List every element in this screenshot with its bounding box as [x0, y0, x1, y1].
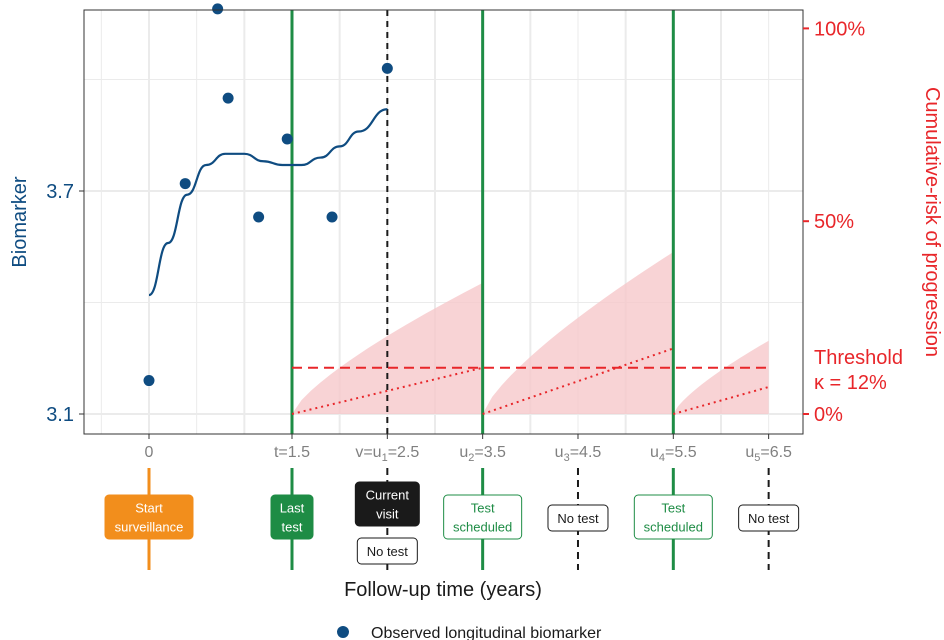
decision-box-label: scheduled	[453, 520, 512, 535]
decision-timeline: Start surveillance Last test Current visit No …	[104, 468, 800, 570]
x-tick-label: u2=3.5	[459, 444, 506, 464]
decision-box-label: Start	[135, 501, 163, 516]
threshold-label: Threshold	[814, 347, 903, 369]
biomarker-point	[253, 211, 265, 223]
risk-ribbon	[673, 340, 769, 414]
biomarker-point	[212, 3, 224, 15]
decision-box-label: Last	[280, 501, 305, 516]
x-tick-label: t=1.5	[274, 444, 310, 461]
x-tick-label: u5=6.5	[745, 444, 792, 464]
decision-box	[547, 504, 609, 532]
decision-box-label: surveillance	[115, 520, 184, 535]
biomarker-point	[381, 62, 393, 74]
decision-box	[633, 494, 713, 540]
decision-box-label: No test	[367, 544, 409, 559]
fitted-biomarker-line	[148, 108, 388, 297]
risk-lines	[291, 347, 769, 415]
decision-box	[443, 494, 523, 540]
x-tick-label: 0	[145, 444, 154, 461]
decision-box-label: test	[282, 520, 303, 535]
x-tick-label: u3=4.5	[555, 444, 602, 464]
y-tick-label-left: 3.1	[46, 404, 74, 426]
biomarker-point	[326, 211, 338, 223]
decision-box-label: scheduled	[644, 520, 703, 535]
biomarker-point	[281, 133, 293, 145]
y-tick-label-right: 100%	[814, 18, 865, 40]
y-tick-label-right: 0%	[814, 404, 843, 426]
biomarker-point	[222, 92, 234, 104]
decision-box-label: Current	[366, 488, 410, 503]
decision-box	[354, 481, 420, 527]
risk-median-line	[673, 386, 769, 415]
biomarker-point	[143, 375, 155, 387]
x-tick-label: u4=5.5	[650, 444, 697, 464]
decision-box	[356, 537, 418, 565]
y-tick-label-right: 50%	[814, 211, 854, 233]
biomarker-series	[143, 3, 393, 387]
decision-box	[104, 494, 194, 540]
decision-box	[270, 494, 314, 540]
y-tick-label-left: 3.7	[46, 181, 74, 203]
risk-ribbon	[482, 252, 674, 414]
decision-box	[738, 504, 800, 532]
legend-label: Observed longitudinal biomarker	[371, 625, 602, 640]
y-axis-title-right: Cumulative-risk of progression	[921, 87, 943, 357]
x-axis-title: Follow-up time (years)	[344, 579, 542, 601]
biomarker-point	[179, 178, 191, 190]
decision-box-label: No test	[748, 511, 790, 526]
x-tick-label: v=u1=2.5	[355, 444, 419, 464]
axes: 3.13.74.30%50%100%0t=1.5v=u1=2.5u2=3.5u3…	[46, 18, 865, 464]
risk-median-line	[291, 366, 483, 415]
decision-box-label: No test	[557, 511, 599, 526]
legend-point-marker	[337, 626, 349, 638]
risk-ribbons	[291, 252, 769, 414]
y-axis-title-left: Biomarker	[9, 176, 31, 267]
threshold-kappa-label: κ = 12%	[814, 372, 887, 394]
decision-box-label: Test	[661, 501, 685, 516]
decision-box-label: Test	[471, 501, 495, 516]
vertical-lines	[290, 10, 675, 434]
decision-box-label: visit	[376, 507, 399, 522]
risk-median-line	[482, 347, 674, 415]
risk-ribbon	[291, 282, 483, 414]
legend: Observed longitudinal biomarker	[337, 625, 602, 640]
